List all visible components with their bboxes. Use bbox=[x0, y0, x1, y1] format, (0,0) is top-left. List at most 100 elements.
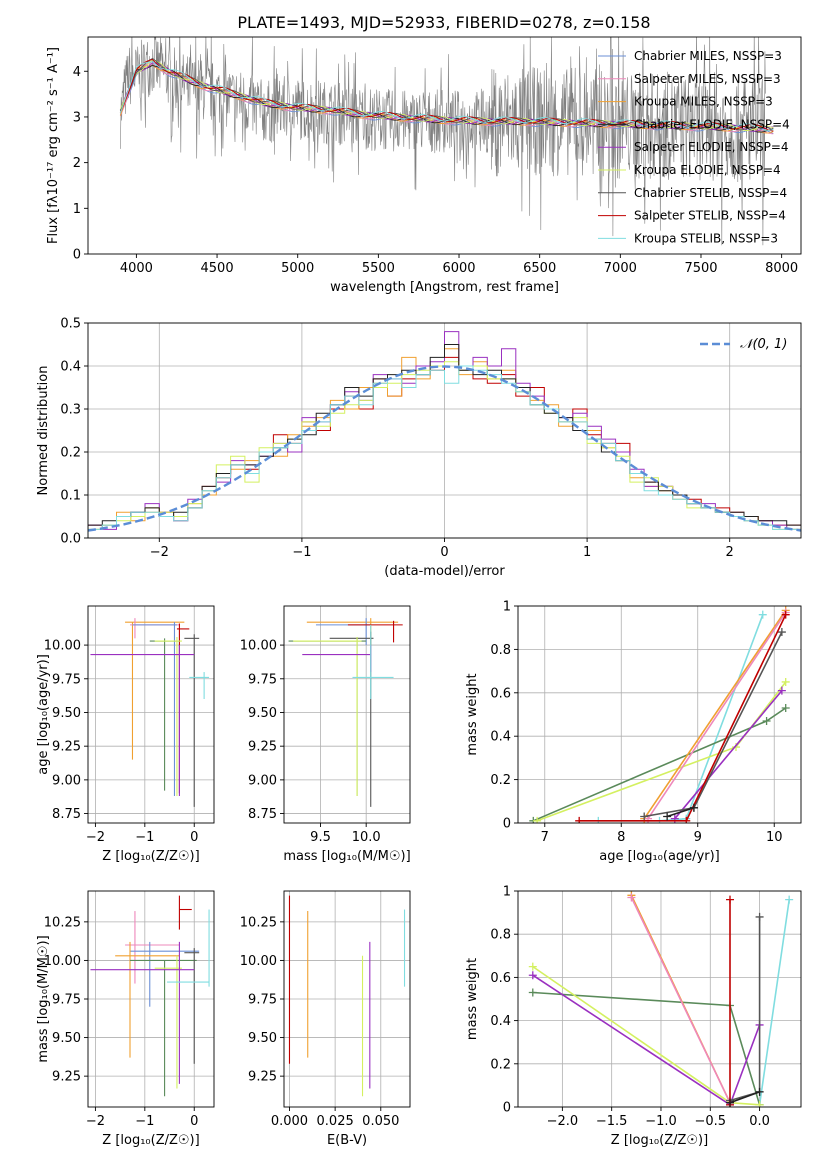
series-marker bbox=[777, 686, 786, 695]
errorbar-point bbox=[154, 955, 182, 1089]
legend-label: Chabrier MILES, NSSP=3 bbox=[634, 49, 782, 63]
errorbar-point bbox=[347, 620, 403, 643]
plot-area bbox=[90, 618, 210, 807]
legend-label: Salpeter MILES, NSSP=3 bbox=[634, 72, 781, 86]
x-axis-label: age [log₁₀(age/yr)] bbox=[599, 849, 720, 864]
errorbar-point bbox=[130, 959, 197, 1097]
x-axis-label: Z [log₁₀(Z/Z☉)] bbox=[611, 1133, 708, 1148]
x-tick-label: 6500 bbox=[523, 261, 556, 276]
y-tick-label: 10.25 bbox=[240, 915, 277, 930]
y-tick-label: 0.5 bbox=[60, 317, 81, 332]
series-marker bbox=[758, 610, 767, 619]
legend-label: Chabrier STELIB, NSSP=4 bbox=[634, 186, 787, 200]
legend: 𝒩(0, 1) bbox=[700, 337, 787, 352]
y-tick-label: 9.50 bbox=[52, 1031, 81, 1046]
y-tick-label: 9.00 bbox=[52, 773, 81, 788]
series-marker bbox=[755, 1087, 764, 1096]
x-tick-label: 6000 bbox=[442, 261, 475, 276]
series-marker bbox=[785, 895, 794, 904]
x-tick-label: 0.000 bbox=[271, 1114, 308, 1129]
errorbar-point bbox=[178, 895, 192, 930]
y-tick-label: 0.6 bbox=[490, 686, 511, 701]
plot-area bbox=[288, 895, 406, 1097]
y-tick-label: 0 bbox=[503, 817, 511, 832]
series-model bbox=[119, 57, 774, 131]
plot-area bbox=[528, 891, 794, 1107]
legend-label: Chabrier ELODIE, NSSP=4 bbox=[634, 117, 790, 131]
x-tick-label: 0 bbox=[190, 1114, 198, 1129]
series-marker bbox=[575, 816, 584, 823]
y-tick-label: 0.2 bbox=[490, 1057, 511, 1072]
series-marker bbox=[781, 677, 790, 686]
y-tick-label: 1 bbox=[73, 202, 81, 217]
panel-mass-vs-ebv: 0.000 0.025 0.050 9.25 9.50 9.75 10.00 10.25 E(B… bbox=[240, 890, 411, 1148]
series-marker bbox=[627, 893, 636, 902]
panel-spectrum: Chabrier MILES, NSSP=3 Salpeter MILES, NS… bbox=[46, 36, 802, 295]
x-tick-label: −0.5 bbox=[694, 1114, 726, 1129]
errorbar-point bbox=[154, 637, 182, 797]
x-axis-label: mass [log₁₀(M/M☉)] bbox=[283, 849, 410, 864]
x-tick-label: 4500 bbox=[201, 261, 234, 276]
x-tick-label: 7500 bbox=[684, 261, 717, 276]
legend-label: Kroupa ELODIE, NSSP=4 bbox=[634, 163, 781, 177]
x-tick-label: 9.5 bbox=[310, 830, 331, 845]
y-tick-label: 9.75 bbox=[248, 672, 277, 687]
series-marker bbox=[533, 816, 542, 823]
series-marker bbox=[755, 1100, 764, 1107]
errorbar-point bbox=[293, 637, 362, 797]
panel-massweight-vs-age: 7 8 9 10 0 0.2 0.4 0.6 0.8 1 age [log₁₀(age/yr)] ma… bbox=[465, 600, 802, 864]
y-tick-label: 4 bbox=[73, 65, 81, 80]
y-tick-label: 10.00 bbox=[240, 639, 277, 654]
y-tick-label: 0 bbox=[503, 1101, 511, 1116]
y-tick-label: 9.25 bbox=[52, 740, 81, 755]
x-tick-label: 8000 bbox=[765, 261, 798, 276]
x-tick-label: 5000 bbox=[281, 261, 314, 276]
errorbar-point bbox=[125, 621, 185, 760]
series-line bbox=[729, 916, 761, 1102]
series-marker bbox=[762, 717, 771, 726]
y-tick-label: 0.8 bbox=[490, 643, 511, 658]
series-marker bbox=[777, 628, 786, 637]
errorbar-point bbox=[167, 909, 210, 987]
x-axis-label: Z [log₁₀(Z/Z☉)] bbox=[102, 849, 199, 864]
series-marker bbox=[528, 988, 537, 997]
series-line bbox=[532, 707, 787, 822]
errorbar-point bbox=[288, 637, 367, 797]
x-axis-label: (data-model)/error bbox=[384, 564, 505, 579]
errorbar-point bbox=[115, 941, 180, 1058]
y-tick-label: 0.4 bbox=[60, 360, 81, 375]
x-tick-label: 9 bbox=[694, 830, 702, 845]
series-marker bbox=[726, 1098, 735, 1107]
errorbar-point bbox=[184, 634, 200, 807]
y-tick-label: 0.8 bbox=[490, 928, 511, 943]
axes-frame bbox=[283, 605, 411, 824]
y-tick-label: 9.50 bbox=[248, 1031, 277, 1046]
legend-label: Kroupa STELIB, NSSP=3 bbox=[634, 231, 778, 245]
plot-area bbox=[88, 331, 801, 538]
series-marker bbox=[689, 803, 698, 812]
y-tick-label: 9.50 bbox=[52, 706, 81, 721]
errorbar-point bbox=[125, 911, 180, 984]
y-tick-label: 10.00 bbox=[44, 639, 81, 654]
x-tick-label: −1 bbox=[135, 830, 154, 845]
series-model bbox=[119, 61, 774, 131]
x-tick-label: 0 bbox=[440, 545, 448, 560]
x-tick-label: 1 bbox=[583, 545, 591, 560]
y-axis-label: mass weight bbox=[465, 958, 480, 1040]
x-tick-label: 0.025 bbox=[317, 1114, 354, 1129]
errorbar-point bbox=[352, 624, 394, 699]
x-tick-label: 0.0 bbox=[749, 1114, 770, 1129]
series-line bbox=[579, 614, 787, 822]
panel-age-vs-mass: 9.5 10.0 8.75 9.00 9.25 9.50 9.75 10.00 mass [lo… bbox=[240, 605, 411, 864]
x-tick-label: 0.050 bbox=[362, 1114, 399, 1129]
y-tick-label: 9.25 bbox=[52, 1070, 81, 1085]
series-marker bbox=[726, 895, 735, 904]
axes-frame bbox=[87, 605, 215, 824]
series-line bbox=[532, 965, 760, 1106]
y-axis-label: age [log₁₀(age/yr)] bbox=[36, 654, 51, 775]
plot-area bbox=[119, 37, 774, 246]
y-tick-label: 1 bbox=[503, 600, 511, 615]
y-tick-label: 0.3 bbox=[60, 403, 81, 418]
y-axis-label: mass weight bbox=[465, 673, 480, 755]
x-tick-label: 10.0 bbox=[352, 830, 381, 845]
